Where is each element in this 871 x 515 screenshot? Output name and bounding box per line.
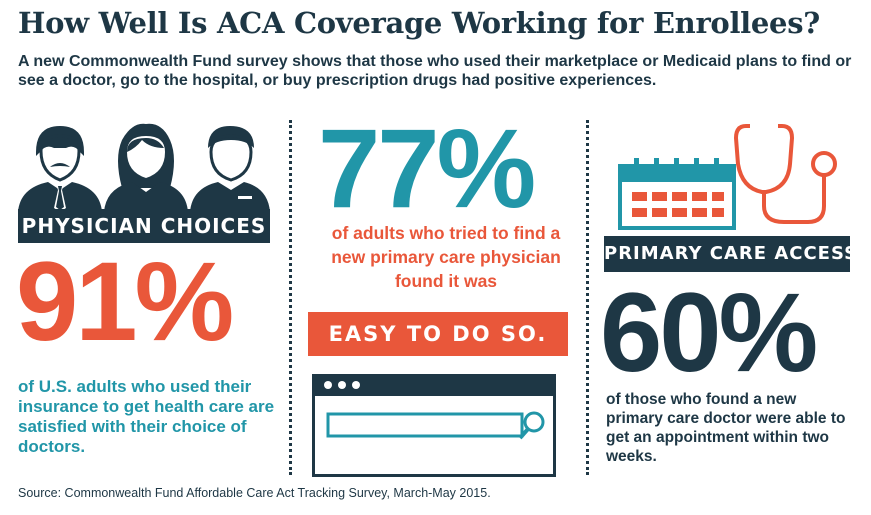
calendar-stethoscope-icon [618,124,837,230]
physician-choices-stat: 91% [16,239,234,364]
page-subtitle: A new Commonwealth Fund survey shows tha… [18,53,852,89]
primary-care-access-banner: PRIMARY CARE ACCESS [604,236,857,272]
physician-choices-description: of U.S. adults who used their insurance … [18,377,275,456]
new-physician-stat: 77% [318,106,536,231]
new-physician-description: of adults who tried to find a new primar… [331,223,561,291]
easy-to-do-so-banner: EASY TO DO SO. [308,312,568,356]
page-title: How Well Is ACA Coverage Working for Enr… [18,6,820,40]
browser-search-icon [312,374,556,477]
column-divider-right [586,120,589,475]
source-note: Source: Commonwealth Fund Affordable Car… [18,486,491,500]
primary-care-access-stat: 60% [600,270,818,395]
people-icon [18,123,270,212]
primary-care-access-description: of those who found a new primary care do… [606,391,846,465]
physician-choices-banner: PHYSICIAN CHOICES [18,209,270,243]
column-divider-left [289,120,292,475]
